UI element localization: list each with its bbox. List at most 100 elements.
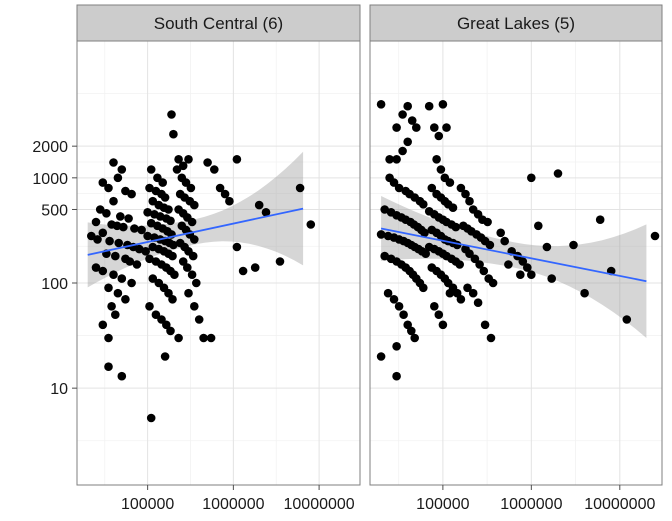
data-point (168, 251, 177, 261)
facet-label: South Central (6) (154, 14, 283, 33)
data-point (430, 123, 439, 132)
data-point (119, 222, 128, 232)
data-point (445, 288, 455, 298)
data-point (127, 278, 136, 288)
data-point (419, 283, 428, 293)
data-point (275, 257, 285, 266)
data-point (225, 196, 234, 206)
data-point (169, 240, 178, 250)
data-point (117, 274, 127, 283)
data-point (109, 158, 118, 167)
data-point (553, 169, 563, 178)
data-point (164, 288, 173, 298)
data-point (376, 352, 386, 361)
confidence-band (381, 196, 647, 338)
data-point (168, 295, 177, 304)
data-point (394, 302, 404, 311)
data-point (394, 183, 404, 193)
y-tick-label: 2000 (32, 139, 68, 156)
data-point (468, 288, 478, 298)
facet-strip (369, 4, 663, 42)
data-point (473, 298, 483, 308)
data-point (486, 333, 496, 343)
data-point (183, 263, 192, 272)
data-point (232, 155, 242, 164)
trend-line (87, 207, 304, 256)
data-point (438, 320, 448, 330)
data-point (500, 236, 510, 246)
data-point (148, 274, 158, 283)
data-point (170, 270, 179, 280)
data-point (238, 266, 248, 276)
data-point (451, 222, 461, 232)
data-point (547, 274, 556, 283)
data-point (465, 196, 474, 206)
data-point (523, 263, 532, 272)
data-point (580, 288, 589, 298)
data-point (421, 249, 431, 258)
data-point (385, 155, 394, 164)
data-point (399, 310, 408, 320)
x-tick-label: 1000000 (202, 496, 264, 513)
data-point (107, 302, 116, 311)
data-point (407, 116, 417, 125)
plot-background (77, 41, 360, 485)
data-point (187, 270, 197, 280)
data-point (164, 205, 173, 214)
data-point (398, 146, 407, 156)
data-point (595, 215, 605, 224)
data-point (104, 183, 113, 193)
data-point (220, 189, 230, 199)
data-point (102, 209, 111, 218)
data-point (174, 333, 183, 343)
data-point (479, 266, 489, 276)
data-point (187, 217, 197, 227)
data-point (91, 263, 101, 272)
data-point (463, 283, 472, 293)
data-point (410, 333, 420, 343)
data-point (412, 123, 421, 132)
data-point (480, 320, 490, 330)
data-point (104, 333, 113, 343)
data-point (389, 295, 399, 304)
data-point (516, 270, 525, 280)
data-point (91, 217, 101, 227)
data-point (518, 257, 528, 266)
data-point (188, 251, 198, 261)
data-point (174, 155, 183, 164)
data-point (190, 235, 199, 244)
data-point (160, 193, 170, 202)
data-point (475, 260, 484, 269)
data-point (143, 231, 152, 241)
y-tick-label: 100 (41, 276, 68, 293)
data-point (166, 326, 175, 336)
data-point (169, 129, 178, 139)
data-point (145, 302, 154, 311)
data-point (622, 315, 632, 324)
data-point (184, 155, 193, 164)
data-point (146, 165, 156, 174)
plot-background (370, 41, 662, 485)
x-tick-label: 100000 (416, 496, 469, 513)
data-point (104, 362, 113, 372)
y-tick-label: 1000 (32, 171, 68, 188)
data-point (403, 101, 413, 111)
data-point (569, 240, 578, 250)
data-point (430, 302, 439, 311)
data-point (392, 123, 401, 132)
data-point (124, 214, 133, 223)
data-point (527, 270, 536, 280)
data-point (137, 225, 146, 235)
data-point (438, 100, 448, 109)
data-point (542, 242, 552, 252)
data-point (132, 260, 142, 269)
data-point (419, 200, 428, 209)
data-point (445, 178, 455, 187)
data-point (141, 247, 150, 256)
data-point (167, 110, 176, 119)
data-point (376, 230, 386, 239)
data-point (172, 165, 182, 174)
data-point (117, 165, 127, 174)
data-point (109, 270, 118, 280)
